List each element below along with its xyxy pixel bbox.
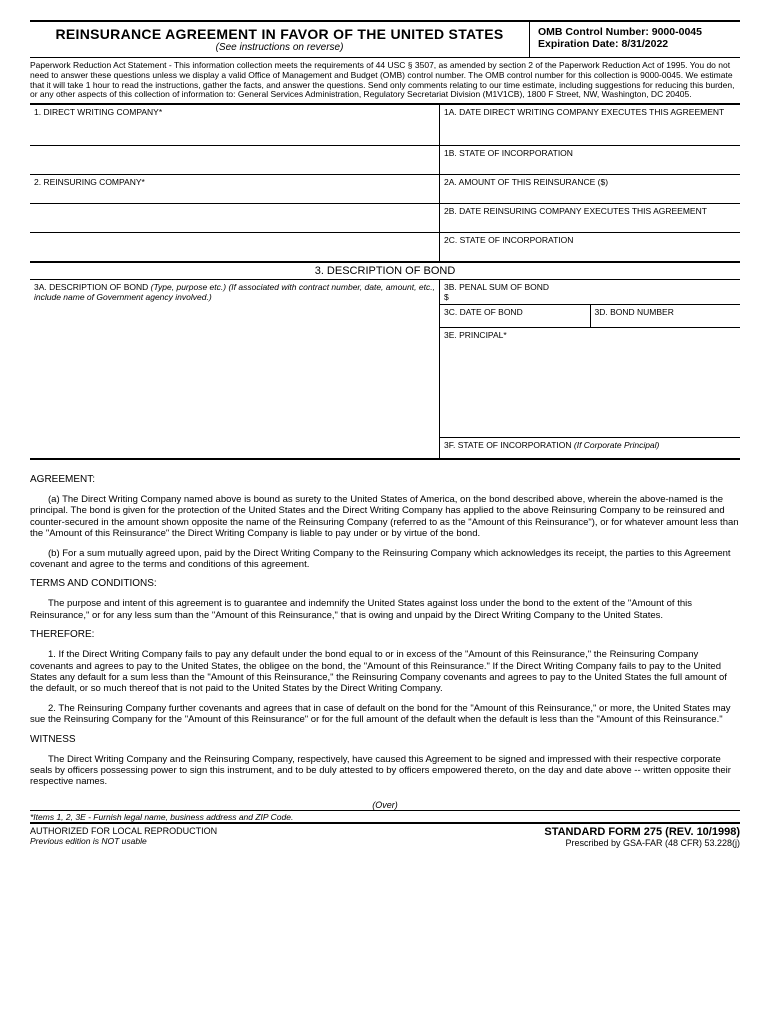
terms-p: The purpose and intent of this agreement… <box>30 598 740 621</box>
field-3f-label: 3F. STATE OF INCORPORATION <box>444 440 574 450</box>
field-3f: 3F. STATE OF INCORPORATION (If Corporate… <box>440 438 740 458</box>
field-1a: 1A. DATE DIRECT WRITING COMPANY EXECUTES… <box>440 105 740 145</box>
row-2c: 2C. STATE OF INCORPORATION <box>30 233 740 263</box>
field-3d: 3D. BOND NUMBER <box>591 305 741 327</box>
omb-label: OMB Control Number: <box>538 26 649 38</box>
field-2-cont <box>30 204 440 232</box>
field-2b: 2B. DATE REINSURING COMPANY EXECUTES THI… <box>440 204 740 232</box>
witness-p: The Direct Writing Company and the Reins… <box>30 754 740 788</box>
section-3-head: 3. DESCRIPTION OF BOND <box>30 263 740 280</box>
field-3b: 3B. PENAL SUM OF BOND $ <box>440 280 740 305</box>
field-1b: 1B. STATE OF INCORPORATION <box>440 146 740 174</box>
field-3a: 3A. DESCRIPTION OF BOND (Type, purpose e… <box>30 280 440 458</box>
field-1: 1. DIRECT WRITING COMPANY* <box>30 105 440 145</box>
form-title: REINSURANCE AGREEMENT IN FAVOR OF THE UN… <box>38 26 521 42</box>
pra-statement: Paperwork Reduction Act Statement - This… <box>30 58 740 105</box>
field-1-cont <box>30 146 440 174</box>
field-3e: 3E. PRINCIPAL* <box>440 328 740 438</box>
footer-prescribed: Prescribed by GSA-FAR (48 CFR) 53.228(j) <box>544 838 740 848</box>
therefore-label: THEREFORE: <box>30 629 740 641</box>
row-1: 1. DIRECT WRITING COMPANY* 1A. DATE DIRE… <box>30 105 740 146</box>
form-subtitle: (See instructions on reverse) <box>38 42 521 53</box>
row-3cd: 3C. DATE OF BOND 3D. BOND NUMBER <box>440 305 740 328</box>
field-2a: 2A. AMOUNT OF THIS REINSURANCE ($) <box>440 175 740 203</box>
exp-line: Expiration Date: 8/31/2022 <box>538 38 732 50</box>
field-3b-sym: $ <box>444 292 736 302</box>
field-1a-label: 1A. DATE DIRECT WRITING COMPANY EXECUTES… <box>444 107 736 117</box>
exp-label: Expiration Date: <box>538 38 619 50</box>
desc-right-col: 3B. PENAL SUM OF BOND $ 3C. DATE OF BOND… <box>440 280 740 458</box>
header-left: REINSURANCE AGREEMENT IN FAVOR OF THE UN… <box>30 22 530 57</box>
field-3f-italic: (If Corporate Principal) <box>574 440 660 450</box>
field-2-cont2 <box>30 233 440 261</box>
footer-note: *Items 1, 2, 3E - Furnish legal name, bu… <box>30 810 740 822</box>
field-3c: 3C. DATE OF BOND <box>440 305 591 327</box>
footer-row: AUTHORIZED FOR LOCAL REPRODUCTION Previo… <box>30 822 740 848</box>
footer-prev: Previous edition is NOT usable <box>30 836 217 846</box>
field-2c: 2C. STATE OF INCORPORATION <box>440 233 740 261</box>
row-2a: 2. REINSURING COMPANY* 2A. AMOUNT OF THI… <box>30 175 740 204</box>
exp-value: 8/31/2022 <box>621 38 668 50</box>
body-text: AGREEMENT: (a) The Direct Writing Compan… <box>30 474 740 788</box>
footer-form: STANDARD FORM 275 (REV. 10/1998) <box>544 826 740 838</box>
footer-right: STANDARD FORM 275 (REV. 10/1998) Prescri… <box>544 826 740 848</box>
omb-line: OMB Control Number: 9000-0045 <box>538 26 732 38</box>
omb-value: 9000-0045 <box>652 26 702 38</box>
footer-auth: AUTHORIZED FOR LOCAL REPRODUCTION <box>30 826 217 836</box>
footer-over: (Over) <box>30 800 740 810</box>
field-3b-label: 3B. PENAL SUM OF BOND <box>444 282 736 292</box>
field-3a-label: 3A. DESCRIPTION OF BOND <box>34 282 151 292</box>
row-2b: 2B. DATE REINSURING COMPANY EXECUTES THI… <box>30 204 740 233</box>
agreement-b: (b) For a sum mutually agreed upon, paid… <box>30 548 740 571</box>
header-row: REINSURANCE AGREEMENT IN FAVOR OF THE UN… <box>30 20 740 58</box>
therefore-2: 2. The Reinsuring Company further covena… <box>30 703 740 726</box>
agreement-a: (a) The Direct Writing Company named abo… <box>30 494 740 540</box>
section-3-body: 3A. DESCRIPTION OF BOND (Type, purpose e… <box>30 280 740 460</box>
terms-label: TERMS AND CONDITIONS: <box>30 578 740 590</box>
therefore-1: 1. If the Direct Writing Company fails t… <box>30 649 740 695</box>
field-2: 2. REINSURING COMPANY* <box>30 175 440 203</box>
row-1b: 1B. STATE OF INCORPORATION <box>30 146 740 175</box>
header-right: OMB Control Number: 9000-0045 Expiration… <box>530 22 740 57</box>
witness-label: WITNESS <box>30 734 740 746</box>
footer-left: AUTHORIZED FOR LOCAL REPRODUCTION Previo… <box>30 826 217 848</box>
agreement-label: AGREEMENT: <box>30 474 740 486</box>
